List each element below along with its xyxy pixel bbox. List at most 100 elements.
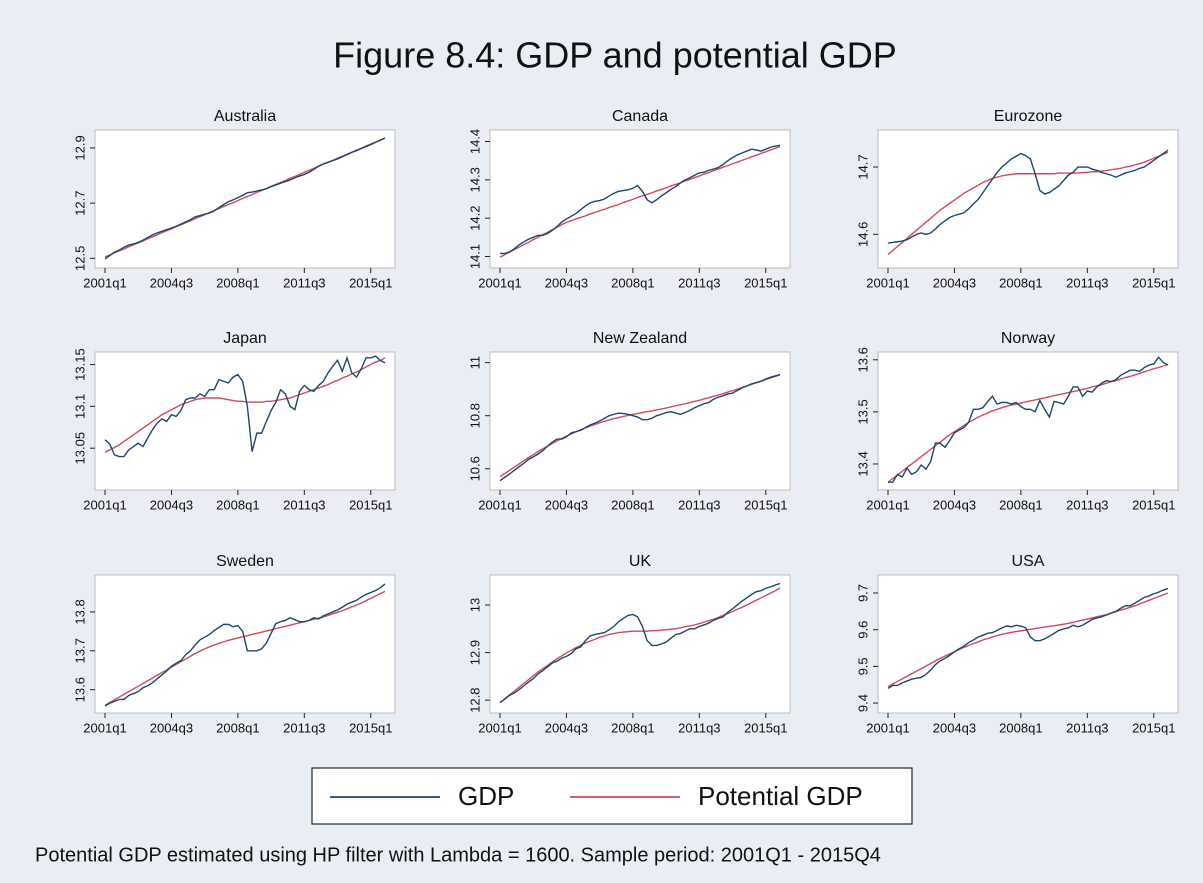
panel-title: USA bbox=[1012, 553, 1045, 570]
y-tick-label: 13 bbox=[467, 598, 482, 612]
x-tick-label: 2011q3 bbox=[283, 720, 325, 735]
x-tick-label: 2004q3 bbox=[150, 720, 193, 735]
x-tick-label: 2008q1 bbox=[611, 275, 654, 290]
y-tick-label: 12.9 bbox=[72, 135, 87, 160]
legend-box bbox=[311, 767, 913, 825]
x-tick-label: 2008q1 bbox=[216, 275, 259, 290]
x-tick-label: 2011q3 bbox=[283, 497, 325, 512]
series-line bbox=[499, 587, 781, 704]
series-line bbox=[104, 137, 386, 260]
x-tick-label: 2008q1 bbox=[999, 497, 1042, 512]
panel-title: Sweden bbox=[216, 553, 274, 570]
series-line bbox=[887, 592, 1169, 688]
x-tick-label: 2015q1 bbox=[744, 720, 787, 735]
x-tick-label: 2004q3 bbox=[150, 275, 193, 290]
x-tick-label: 2004q3 bbox=[933, 275, 976, 290]
series-line bbox=[104, 357, 386, 453]
x-tick-label: 2011q3 bbox=[1066, 275, 1108, 290]
series-line bbox=[888, 356, 1169, 483]
series-line bbox=[104, 137, 386, 258]
y-tick-label: 11 bbox=[467, 356, 482, 370]
y-tick-label: 12.7 bbox=[72, 190, 87, 215]
plot-area bbox=[489, 129, 791, 269]
legend-label: Potential GDP bbox=[698, 781, 863, 811]
plot-area bbox=[489, 574, 791, 714]
legend-label: GDP bbox=[458, 781, 514, 811]
y-tick-label: 13.4 bbox=[855, 451, 870, 476]
y-tick-label: 13.6 bbox=[855, 347, 870, 372]
x-tick-label: 2015q1 bbox=[744, 275, 787, 290]
x-tick-label: 2008q1 bbox=[611, 497, 654, 512]
x-tick-label: 2015q1 bbox=[349, 497, 392, 512]
x-tick-label: 2008q1 bbox=[999, 275, 1042, 290]
x-tick-label: 2011q3 bbox=[678, 720, 720, 735]
x-tick-label: 2001q1 bbox=[83, 275, 126, 290]
panel-title: Eurozone bbox=[994, 108, 1063, 125]
panel-title: New Zealand bbox=[593, 330, 687, 347]
y-tick-label: 9.4 bbox=[855, 694, 870, 712]
x-tick-label: 2015q1 bbox=[349, 275, 392, 290]
series-line bbox=[887, 587, 1169, 690]
x-tick-label: 2004q3 bbox=[150, 497, 193, 512]
panel-title: Canada bbox=[612, 108, 668, 125]
x-tick-label: 2011q3 bbox=[1066, 720, 1108, 735]
y-tick-label: 14.1 bbox=[467, 244, 482, 269]
series-line bbox=[104, 590, 386, 706]
x-tick-label: 2004q3 bbox=[545, 497, 588, 512]
series-line bbox=[887, 149, 1169, 244]
series-line bbox=[499, 145, 781, 258]
y-tick-label: 12.9 bbox=[467, 640, 482, 665]
figure-title: Figure 8.4: GDP and potential GDP bbox=[333, 35, 897, 76]
plot-area bbox=[877, 351, 1179, 491]
plot-area bbox=[94, 351, 396, 491]
x-tick-label: 2008q1 bbox=[216, 720, 259, 735]
x-tick-label: 2001q1 bbox=[83, 720, 126, 735]
panel-title: Norway bbox=[1001, 330, 1055, 347]
x-tick-label: 2015q1 bbox=[1132, 720, 1175, 735]
panel-title: UK bbox=[629, 553, 652, 570]
y-tick-label: 9.6 bbox=[855, 621, 870, 639]
series-line bbox=[104, 355, 386, 458]
y-tick-label: 13.1 bbox=[72, 394, 87, 419]
y-tick-label: 14.2 bbox=[467, 206, 482, 231]
x-tick-label: 2004q3 bbox=[545, 275, 588, 290]
y-tick-label: 14.6 bbox=[855, 222, 870, 247]
series-line bbox=[104, 583, 386, 707]
x-tick-label: 2015q1 bbox=[744, 497, 787, 512]
x-tick-label: 2015q1 bbox=[349, 720, 392, 735]
y-tick-label: 13.6 bbox=[72, 677, 87, 702]
x-tick-label: 2008q1 bbox=[999, 720, 1042, 735]
y-tick-label: 13.15 bbox=[72, 348, 87, 381]
note: Potential GDP estimated using HP filter … bbox=[35, 844, 881, 866]
x-tick-label: 2008q1 bbox=[216, 497, 259, 512]
y-tick-label: 9.5 bbox=[855, 657, 870, 675]
series-line bbox=[887, 151, 1169, 256]
x-tick-label: 2001q1 bbox=[83, 497, 126, 512]
series-line bbox=[500, 144, 781, 255]
x-tick-label: 2004q3 bbox=[545, 720, 588, 735]
y-tick-label: 14.3 bbox=[467, 167, 482, 192]
x-tick-label: 2004q3 bbox=[933, 720, 976, 735]
y-tick-label: 13.5 bbox=[855, 399, 870, 424]
x-tick-label: 2001q1 bbox=[478, 275, 521, 290]
x-tick-label: 2001q1 bbox=[866, 275, 909, 290]
x-tick-label: 2001q1 bbox=[478, 497, 521, 512]
plot-area bbox=[94, 129, 396, 269]
x-tick-label: 2011q3 bbox=[283, 275, 325, 290]
x-tick-label: 2015q1 bbox=[1132, 275, 1175, 290]
y-tick-label: 12.5 bbox=[72, 246, 87, 271]
y-tick-label: 9.7 bbox=[855, 584, 870, 602]
y-tick-label: 10.8 bbox=[467, 403, 482, 428]
x-tick-label: 2011q3 bbox=[1066, 497, 1108, 512]
y-tick-label: 14.7 bbox=[855, 154, 870, 179]
series-line bbox=[499, 373, 781, 482]
plot-area bbox=[877, 129, 1179, 269]
x-tick-label: 2004q3 bbox=[933, 497, 976, 512]
x-tick-label: 2011q3 bbox=[678, 275, 720, 290]
y-tick-label: 13.7 bbox=[72, 638, 87, 663]
y-tick-label: 13.8 bbox=[72, 599, 87, 624]
x-tick-label: 2001q1 bbox=[478, 720, 521, 735]
x-tick-label: 2001q1 bbox=[866, 720, 909, 735]
